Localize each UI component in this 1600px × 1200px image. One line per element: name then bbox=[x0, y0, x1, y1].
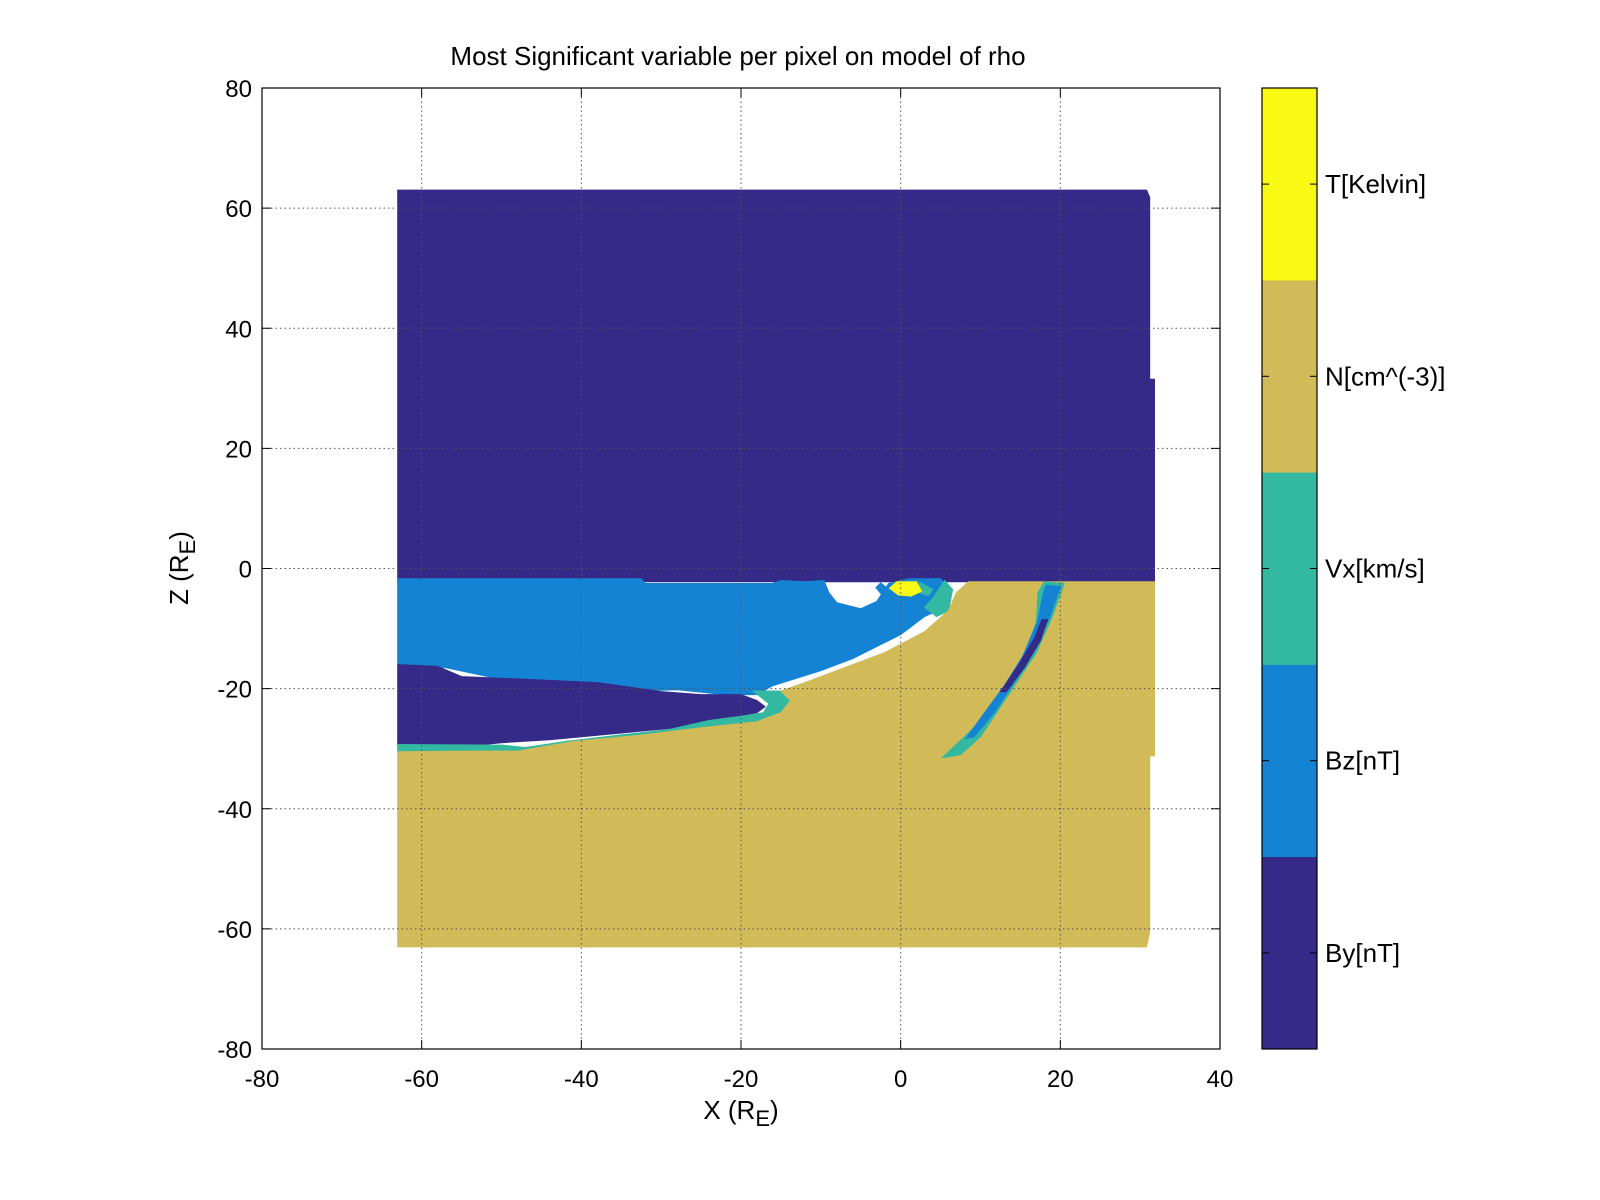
plot-area: -80 -60 -40 -20 0 20 40 -80 -60 -40 -20 0 20 40 60 80 bbox=[217, 76, 1233, 1093]
x-axis-title-subscript: E bbox=[755, 1106, 770, 1131]
x-tick-label: -20 bbox=[724, 1066, 759, 1093]
x-tick-label: 20 bbox=[1047, 1066, 1074, 1093]
y-tick-label: -80 bbox=[217, 1037, 252, 1064]
region-tkelvin-11 bbox=[888, 581, 923, 597]
x-axis-title-close: ) bbox=[770, 1095, 779, 1125]
y-tick-label: 0 bbox=[239, 557, 252, 584]
y-tick-label: -60 bbox=[217, 917, 252, 944]
x-axis-title: X (RE) bbox=[703, 1095, 778, 1131]
y-tick-label: -40 bbox=[217, 797, 252, 824]
chart-title: Most Significant variable per pixel on m… bbox=[450, 41, 1025, 71]
region-vxkms-4 bbox=[923, 579, 954, 618]
region-bznt-10 bbox=[875, 582, 889, 596]
x-tick-label: 40 bbox=[1207, 1066, 1234, 1093]
x-axis-title-main: X (R bbox=[703, 1095, 755, 1125]
colorbar-frame bbox=[1261, 87, 1318, 1050]
colorbar: By[nT] Bz[nT] Vx[km/s] N[cm^(-3)] T[Kelvin] bbox=[1261, 87, 1446, 1050]
colorbar-swatch-bynt bbox=[1261, 856, 1318, 1050]
y-axis-title-close: ) bbox=[164, 531, 194, 540]
region-bynt-9 bbox=[999, 619, 1049, 693]
region-ncm-6 bbox=[397, 581, 1155, 948]
y-axis-title-main: Z (R bbox=[164, 554, 194, 605]
x-tick-label: -80 bbox=[245, 1066, 280, 1093]
y-tick-label: 80 bbox=[225, 76, 252, 103]
y-tick-label: 40 bbox=[225, 316, 252, 343]
heatmap-regions bbox=[397, 189, 1155, 948]
colorbar-swatch-tkelvin bbox=[1261, 87, 1318, 281]
colorbar-swatch-ncm bbox=[1261, 279, 1318, 473]
colorbar-label: By[nT] bbox=[1325, 938, 1400, 968]
y-axis-ticks: -80 -60 -40 -20 0 20 40 60 80 bbox=[217, 76, 1220, 1064]
colorbar-label: T[Kelvin] bbox=[1325, 169, 1426, 199]
y-axis-title: Z (RE) bbox=[164, 531, 200, 605]
x-axis-ticks: -80 -60 -40 -20 0 20 40 bbox=[245, 88, 1234, 1093]
colorbar-label: N[cm^(-3)] bbox=[1325, 361, 1446, 391]
y-axis-title-subscript: E bbox=[175, 540, 200, 555]
y-tick-label: 60 bbox=[225, 196, 252, 223]
x-tick-label: -40 bbox=[564, 1066, 599, 1093]
colorbar-swatch-vxkms bbox=[1261, 472, 1318, 665]
colorbar-label: Bz[nT] bbox=[1325, 746, 1400, 776]
x-tick-label: 0 bbox=[894, 1066, 907, 1093]
colorbar-swatch-bznt bbox=[1261, 664, 1318, 858]
colorbar-label: Vx[km/s] bbox=[1325, 554, 1425, 584]
y-tick-label: -20 bbox=[217, 677, 252, 704]
region-bynt-0 bbox=[397, 189, 1155, 583]
y-tick-label: 20 bbox=[225, 436, 252, 463]
region-bznt-8 bbox=[964, 584, 1061, 740]
x-tick-label: -60 bbox=[404, 1066, 439, 1093]
